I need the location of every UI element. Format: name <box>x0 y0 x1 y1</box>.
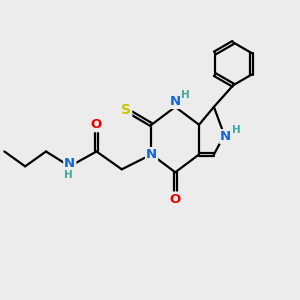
Text: N: N <box>64 157 75 170</box>
Text: N: N <box>170 95 181 108</box>
Text: N: N <box>146 148 157 161</box>
Text: O: O <box>169 193 181 206</box>
Text: N: N <box>220 130 231 143</box>
Text: H: H <box>64 170 73 180</box>
Text: H: H <box>181 90 190 100</box>
Text: O: O <box>91 118 102 131</box>
Text: H: H <box>232 125 241 135</box>
Text: S: S <box>121 103 131 117</box>
